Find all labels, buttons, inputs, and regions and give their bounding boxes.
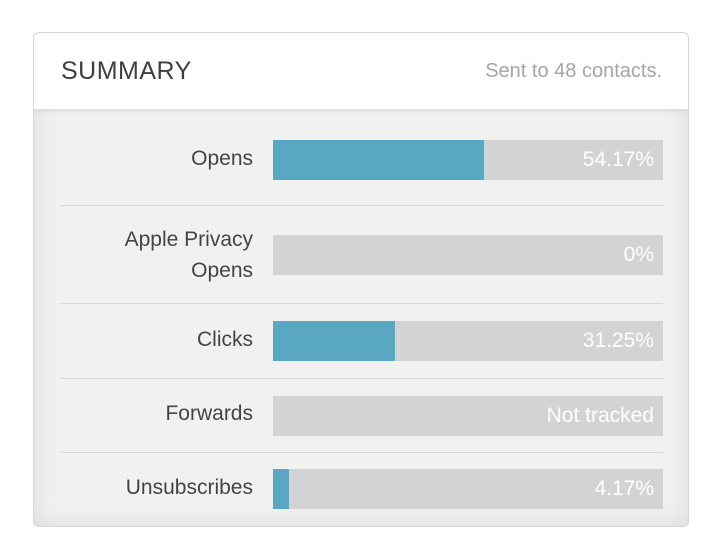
progress-fill <box>273 321 395 361</box>
stat-row-unsubscribes: Unsubscribes 4.17% <box>61 453 663 526</box>
stat-label: Apple Privacy Opens <box>124 228 253 282</box>
stat-label: Opens <box>191 147 253 170</box>
progress-fill <box>273 140 485 180</box>
summary-title: SUMMARY <box>61 57 192 85</box>
summary-header: SUMMARY Sent to 48 contacts. <box>34 33 688 110</box>
stat-value: Not tracked <box>546 404 654 427</box>
stat-label: Forwards <box>165 402 253 425</box>
progress-bar: 4.17% <box>273 469 663 509</box>
stat-label: Unsubscribes <box>125 476 253 499</box>
stat-row-forwards: Forwards Not tracked <box>61 379 663 453</box>
progress-fill <box>273 469 290 509</box>
progress-bar: Not tracked <box>273 396 663 436</box>
stat-row-opens: Opens 54.17% <box>61 111 663 206</box>
progress-bar: 0% <box>273 235 663 275</box>
stat-label: Clicks <box>197 328 253 351</box>
stat-value: 0% <box>623 243 654 266</box>
progress-bar: 31.25% <box>273 321 663 361</box>
stat-value: 4.17% <box>594 477 654 500</box>
sent-count-text: Sent to 48 contacts. <box>485 60 662 82</box>
stat-row-apple-privacy-opens: Apple Privacy Opens 0% <box>61 206 663 304</box>
progress-bar: 54.17% <box>273 140 663 180</box>
stats-list: Opens 54.17% Apple Privacy Opens 0% Clic… <box>61 111 663 526</box>
stat-row-clicks: Clicks 31.25% <box>61 304 663 379</box>
stat-value: 31.25% <box>582 329 654 352</box>
stat-value: 54.17% <box>582 148 654 171</box>
summary-card: SUMMARY Sent to 48 contacts. Opens 54.17… <box>33 32 689 527</box>
